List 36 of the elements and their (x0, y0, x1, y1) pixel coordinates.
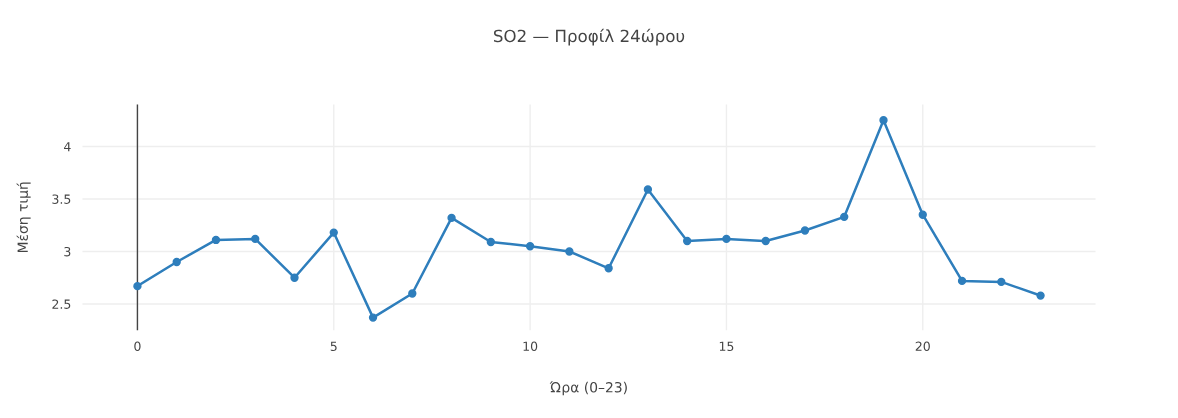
x-tick-label: 20 (915, 341, 930, 352)
x-tick-label: 15 (719, 341, 734, 352)
point (957, 276, 967, 286)
point (172, 257, 181, 267)
point (290, 273, 299, 282)
point (368, 313, 378, 322)
point (918, 210, 927, 219)
y-tick-label: 4 (64, 142, 71, 152)
point (682, 236, 692, 246)
point (761, 236, 770, 246)
point (447, 213, 456, 223)
x-tick-label: 0 (134, 341, 141, 352)
point (997, 277, 1006, 287)
point (211, 235, 221, 245)
y-axis-title: Μέση τιμή (16, 182, 31, 253)
y-tick-label: 3 (64, 246, 71, 257)
point (800, 226, 810, 235)
point (486, 237, 496, 247)
point (251, 234, 260, 244)
point (643, 185, 653, 194)
point (840, 212, 849, 222)
point (722, 234, 731, 244)
point (1036, 291, 1045, 300)
point (133, 281, 142, 291)
y-tick-label: 2.5 (52, 299, 71, 309)
point (604, 264, 613, 273)
point (565, 247, 574, 256)
x-axis-title: Ώρα (0–23) (549, 381, 627, 396)
point (408, 289, 417, 298)
point (329, 228, 338, 237)
x-tick-label: 10 (523, 341, 538, 352)
y-tick-label: 3.5 (52, 194, 71, 204)
chart-title: SO2 — Προφίλ 24ώρου (493, 28, 685, 46)
point (525, 242, 535, 251)
x-tick-label: 5 (330, 341, 337, 352)
point (879, 116, 888, 125)
